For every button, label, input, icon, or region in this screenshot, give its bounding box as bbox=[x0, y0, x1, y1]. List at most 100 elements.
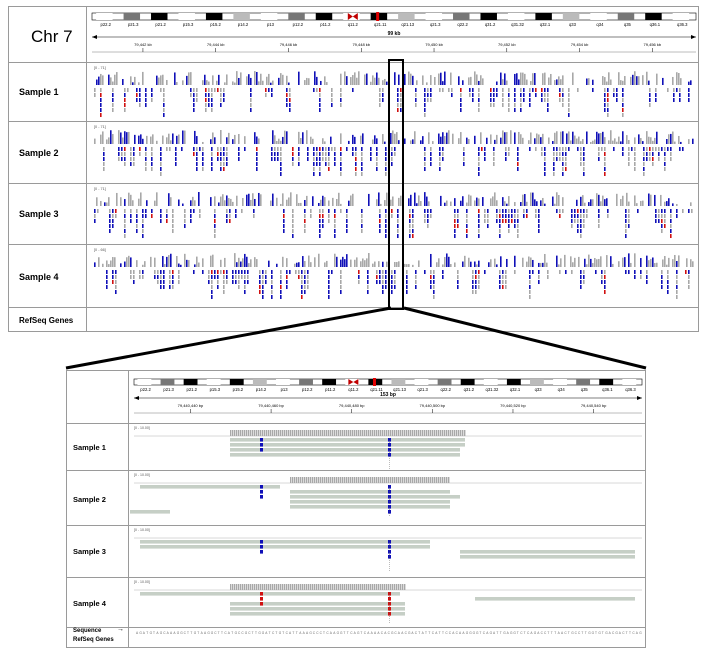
zoom-sequence-base: T bbox=[190, 631, 192, 635]
overview-read-mark bbox=[478, 214, 480, 218]
overview-read-mark bbox=[676, 88, 678, 92]
overview-coverage-bar bbox=[584, 258, 586, 267]
overview-read-mark bbox=[160, 157, 162, 161]
overview-coverage-bar bbox=[596, 259, 598, 267]
overview-read-mark bbox=[355, 172, 357, 176]
zoom-cytoband-label: q32.1 bbox=[510, 387, 521, 392]
zoom-coverage-bar bbox=[364, 477, 366, 483]
overview-read-mark bbox=[289, 93, 291, 97]
overview-read-mark bbox=[376, 147, 378, 151]
overview-coverage-bar bbox=[142, 138, 144, 144]
overview-read-mark bbox=[139, 152, 141, 156]
overview-range-label: [0 - 71] bbox=[94, 187, 106, 191]
overview-coverage-bar bbox=[416, 80, 418, 85]
zoom-sequence-base: A bbox=[384, 631, 387, 635]
overview-coverage-bar bbox=[266, 76, 268, 85]
overview-read-mark bbox=[385, 285, 387, 289]
overview-coverage-bar bbox=[240, 72, 242, 85]
overview-read-mark bbox=[220, 88, 222, 92]
overview-read-mark bbox=[409, 224, 411, 228]
overview-coverage-bar bbox=[422, 75, 424, 85]
overview-coverage-bar bbox=[100, 73, 102, 85]
overview-coverage-bar bbox=[398, 74, 400, 85]
overview-read-mark bbox=[535, 147, 537, 151]
overview-tick-label: 79,450 kb bbox=[425, 42, 443, 47]
overview-read-mark bbox=[502, 103, 504, 107]
overview-read-mark bbox=[382, 98, 384, 102]
overview-coverage-bar bbox=[460, 200, 462, 206]
zoom-sequence-base: G bbox=[150, 631, 153, 635]
overview-read-mark bbox=[523, 93, 525, 97]
overview-coverage-bar bbox=[376, 199, 378, 206]
overview-read-mark bbox=[190, 88, 192, 92]
overview-coverage-bar bbox=[162, 74, 164, 85]
overview-read-mark bbox=[655, 88, 657, 92]
zoom-sequence-base: C bbox=[564, 631, 567, 635]
zoom-coverage-bar bbox=[316, 430, 318, 436]
zoom-sequence-label: Sequence bbox=[73, 628, 102, 634]
overview-coverage-bar bbox=[542, 197, 544, 206]
zoom-sequence-base: A bbox=[156, 631, 159, 635]
zoom-sequence-base: T bbox=[146, 631, 148, 635]
overview-coverage-bar bbox=[552, 196, 554, 206]
overview-read-mark bbox=[271, 275, 273, 279]
overview-coverage-bar bbox=[162, 256, 164, 267]
overview-coverage-bar bbox=[646, 131, 648, 144]
overview-read-mark bbox=[139, 270, 141, 274]
overview-read-mark bbox=[487, 219, 489, 223]
overview-read-mark bbox=[496, 214, 498, 218]
overview-read-mark bbox=[271, 285, 273, 289]
overview-read-mark bbox=[100, 103, 102, 107]
overview-read-mark bbox=[583, 167, 585, 171]
zoom-coverage-bar bbox=[370, 430, 372, 436]
zoom-cytoband bbox=[483, 379, 498, 385]
zoom-sequence-base: G bbox=[309, 631, 312, 635]
overview-read-mark bbox=[649, 152, 651, 156]
overview-read-mark bbox=[142, 219, 144, 223]
zoom-coverage-bar bbox=[236, 430, 238, 436]
overview-read-mark bbox=[634, 162, 636, 166]
overview-read-mark bbox=[397, 234, 399, 238]
overview-read-mark bbox=[217, 157, 219, 161]
zoom-coverage-bar bbox=[408, 430, 410, 436]
overview-read-mark bbox=[277, 152, 279, 156]
zoom-coverage-bar bbox=[242, 584, 244, 590]
zoom-coverage-bar bbox=[434, 477, 436, 483]
overview-read-mark bbox=[667, 270, 669, 274]
zoom-cytoband bbox=[599, 379, 614, 385]
overview-read-mark bbox=[133, 157, 135, 161]
overview-coverage-bar bbox=[100, 200, 102, 206]
overview-coverage-bar bbox=[240, 261, 242, 267]
overview-coverage-bar bbox=[654, 194, 656, 206]
overview-read-mark bbox=[598, 209, 600, 213]
overview-read-mark bbox=[547, 98, 549, 102]
overview-read-mark bbox=[223, 270, 225, 274]
overview-coverage-bar bbox=[618, 136, 620, 144]
overview-read-mark bbox=[475, 280, 477, 284]
overview-coverage-bar bbox=[178, 199, 180, 206]
overview-coverage-bar bbox=[128, 255, 130, 267]
overview-coverage-bar bbox=[672, 203, 674, 206]
zoom-coverage-bar bbox=[344, 430, 346, 436]
overview-read-mark bbox=[202, 270, 204, 274]
overview-read-mark bbox=[457, 280, 459, 284]
zoom-coverage-bar bbox=[324, 584, 326, 590]
zoom-coverage-bar bbox=[304, 477, 306, 483]
overview-read-mark bbox=[346, 224, 348, 228]
overview-coverage-bar bbox=[482, 197, 484, 206]
zoom-coverage-bar bbox=[360, 477, 362, 483]
zoom-coverage-bar bbox=[314, 584, 316, 590]
zoom-sequence-base: G bbox=[615, 631, 618, 635]
overview-coverage-bar bbox=[280, 73, 282, 85]
overview-read-mark bbox=[604, 290, 606, 294]
zoom-coverage-bar bbox=[426, 430, 428, 436]
overview-coverage-bar bbox=[626, 135, 628, 144]
overview-range-label: [0 - 66] bbox=[94, 248, 106, 252]
overview-read-mark bbox=[628, 224, 630, 228]
overview-coverage-bar bbox=[594, 139, 596, 144]
overview-read-mark bbox=[580, 280, 582, 284]
overview-read-mark bbox=[313, 152, 315, 156]
overview-coverage-bar bbox=[678, 73, 680, 85]
zoom-sequence-base: A bbox=[401, 631, 404, 635]
overview-read-mark bbox=[649, 103, 651, 107]
